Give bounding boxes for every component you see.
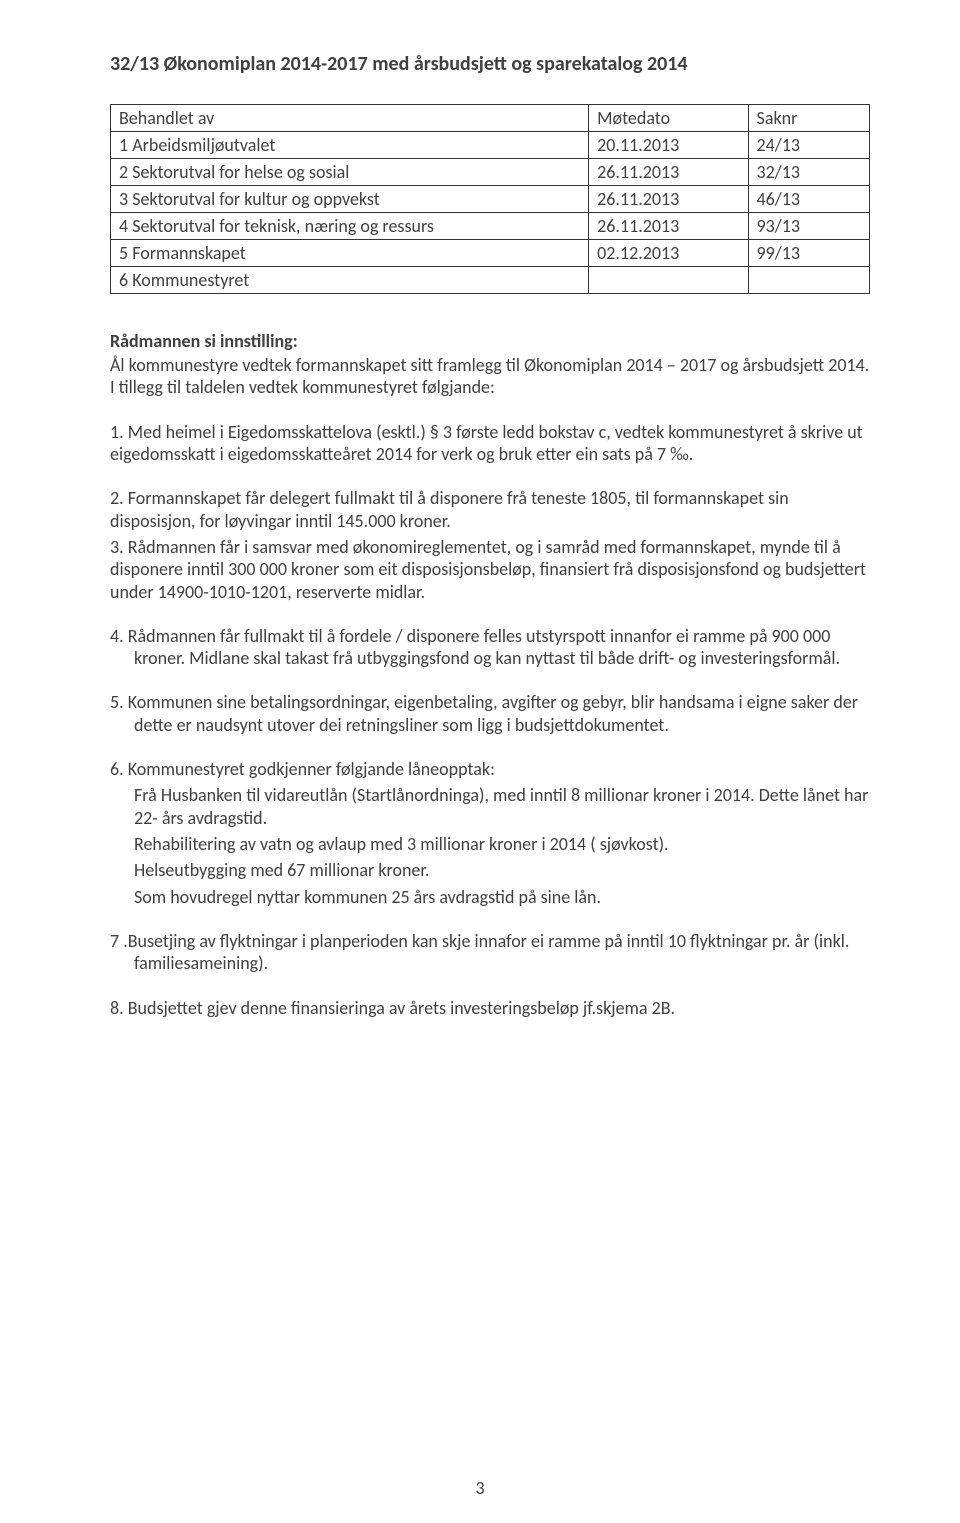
table-cell: 26.11.2013	[589, 159, 748, 186]
item-2: 2. Formannskapet får delegert fullmakt t…	[110, 487, 870, 532]
item-4: 4. Rådmannen får fullmakt til å fordele …	[110, 625, 870, 670]
page-number: 3	[0, 1477, 960, 1499]
table-cell: 5 Formannskapet	[111, 240, 589, 267]
table-cell: 32/13	[748, 159, 869, 186]
th-motedato: Møtedato	[589, 105, 748, 132]
th-behandlet: Behandlet av	[111, 105, 589, 132]
table-cell: 46/13	[748, 186, 869, 213]
table-cell: 93/13	[748, 213, 869, 240]
table-cell: 24/13	[748, 132, 869, 159]
item-5: 5. Kommunen sine betalingsordningar, eig…	[110, 691, 870, 736]
table-cell: 02.12.2013	[589, 240, 748, 267]
table-cell: 2 Sektorutval for helse og sosial	[111, 159, 589, 186]
item-6-line1: Frå Husbanken til vidareutlån (Startlåno…	[110, 784, 870, 829]
meeting-table: Behandlet av Møtedato Saknr 1 Arbeidsmil…	[110, 104, 870, 294]
item-6-line2: Rehabilitering av vatn og avlaup med 3 m…	[110, 833, 870, 855]
table-cell	[589, 267, 748, 294]
table-row: 1 Arbeidsmiljøutvalet20.11.201324/13	[111, 132, 870, 159]
table-row: 4 Sektorutval for teknisk, næring og res…	[111, 213, 870, 240]
section-heading: Rådmannen si innstilling:	[110, 330, 870, 352]
table-cell: 4 Sektorutval for teknisk, næring og res…	[111, 213, 589, 240]
document-title: 32/13 Økonomiplan 2014-2017 med årsbudsj…	[110, 52, 870, 76]
table-cell: 1 Arbeidsmiljøutvalet	[111, 132, 589, 159]
table-cell	[748, 267, 869, 294]
intro-paragraph: Ål kommunestyre vedtek formannskapet sit…	[110, 354, 870, 399]
item-6-line4: Som hovudregel nyttar kommunen 25 års av…	[110, 886, 870, 908]
table-cell: 20.11.2013	[589, 132, 748, 159]
item-3: 3. Rådmannen får i samsvar med økonomire…	[110, 536, 870, 603]
table-cell: 6 Kommunestyret	[111, 267, 589, 294]
table-cell: 3 Sektorutval for kultur og oppvekst	[111, 186, 589, 213]
table-row: 2 Sektorutval for helse og sosial26.11.2…	[111, 159, 870, 186]
item-6-heading: 6. Kommunestyret godkjenner følgjande lå…	[110, 758, 870, 780]
th-saknr: Saknr	[748, 105, 869, 132]
item-7: 7 .Busetjing av flyktningar i planperiod…	[110, 930, 870, 975]
table-cell: 26.11.2013	[589, 186, 748, 213]
table-row: 5 Formannskapet02.12.201399/13	[111, 240, 870, 267]
item-1: 1. Med heimel i Eigedomsskattelova (eskt…	[110, 421, 870, 466]
table-row: 6 Kommunestyret	[111, 267, 870, 294]
table-cell: 99/13	[748, 240, 869, 267]
item-6-line3: Helseutbygging med 67 millionar kroner.	[110, 859, 870, 881]
item-8: 8. Budsjettet gjev denne finansieringa a…	[110, 997, 870, 1019]
table-row: 3 Sektorutval for kultur og oppvekst26.1…	[111, 186, 870, 213]
table-cell: 26.11.2013	[589, 213, 748, 240]
